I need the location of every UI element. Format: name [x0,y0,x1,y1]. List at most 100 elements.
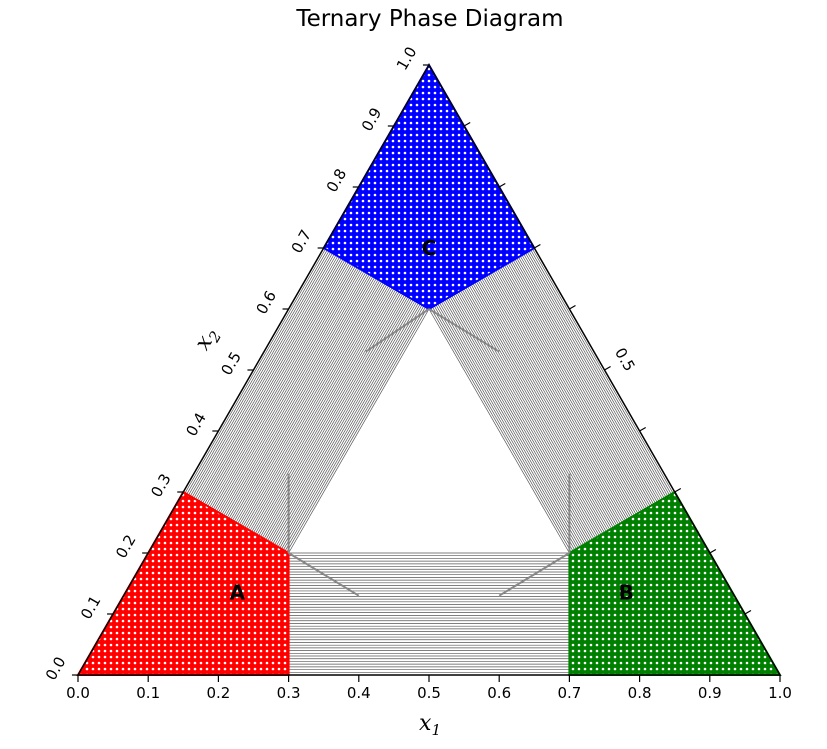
tie-line [484,276,626,521]
tie-line [274,300,416,546]
tie-line [218,268,360,513]
tie-line [286,307,428,553]
tie-line [190,251,332,497]
tie-line [462,289,604,534]
tie-line [493,271,635,516]
tie-line [455,293,597,538]
tie-line [479,279,621,524]
tie-line [497,269,639,514]
tie-line [233,277,375,522]
tie-line [476,281,618,526]
tie-line [528,250,670,496]
left-tick-label: 0.6 [253,288,281,318]
tie-line [219,269,361,514]
tie-line [261,293,403,538]
tie-lines [182,247,676,676]
left-tick-label: 0.3 [147,471,175,501]
tie-line [440,301,582,547]
tie-line [235,278,377,523]
tie-line [442,300,584,546]
bottom-tick-label: 0.3 [277,684,301,702]
tie-line [279,303,421,549]
bottom-tick-label: 0.9 [698,684,722,702]
tie-line [465,287,607,532]
tie-line [186,249,328,495]
tie-line [246,284,388,529]
tie-line [253,288,395,533]
diagram-title: Ternary Phase Diagram [296,6,564,32]
tie-line [477,280,619,525]
tie-line [453,294,595,539]
left-tick-label: 0.2 [112,532,140,562]
right-tick [639,426,646,432]
tie-line [523,253,665,499]
x2-axis-label: x2 [190,323,225,356]
tie-line [200,257,342,503]
right-tick [744,609,752,615]
tie-line [444,299,586,545]
tie-line [260,292,402,537]
tie-line [470,284,612,529]
tie-line [237,279,379,524]
tie-line [500,267,642,512]
right-tick [569,304,576,310]
region-a [76,490,290,676]
tie-line [504,265,646,510]
tie-line [469,285,611,530]
guide-lines [287,308,571,597]
tie-line [439,302,581,548]
tie-line [277,302,419,548]
tie-line [202,259,344,504]
tie-line [505,264,647,509]
tie-line [516,257,658,503]
tie-line [467,286,609,531]
tie-line [511,261,653,506]
bottom-tick-label: 0.7 [557,684,581,702]
left-tick-label: 0.9 [358,105,386,135]
tie-line [507,263,649,508]
region-labels: A B C [230,236,634,605]
tie-line [526,251,668,497]
tie-line [211,264,353,509]
tie-line [216,267,358,512]
tie-line [212,265,354,510]
tie-line [197,255,339,501]
tie-line [446,298,588,544]
tie-line [281,304,423,550]
tie-line [512,260,654,505]
tie-line [267,296,409,541]
tie-line [242,282,384,527]
right-tick [534,243,541,249]
region-b [568,490,782,676]
tie-line [483,277,625,522]
tie-line [460,290,602,535]
tie-line [272,299,414,545]
tie-line [263,294,405,539]
tie-line [254,289,396,534]
tie-line [225,272,367,517]
tie-line [193,253,335,499]
tie-line [214,266,356,511]
tie-line [205,261,347,506]
right-tick-label: 0.5 [611,345,639,375]
tie-line [430,307,572,553]
bottom-tick-label: 0.8 [628,684,652,702]
tie-line [437,303,579,549]
tie-line [195,254,337,500]
tie-line [228,274,370,519]
tie-line [251,287,393,532]
left-tick-label: 0.8 [323,166,351,196]
tie-line [232,276,374,521]
tie-line [283,305,425,551]
tie-line [509,262,651,507]
tie-line [458,291,600,536]
bottom-tick-label: 0.6 [487,684,511,702]
tie-line [207,262,349,507]
tie-line [530,249,672,495]
tie-line [249,286,391,531]
tie-line [488,274,630,519]
tie-line [519,255,661,501]
tie-line [498,268,640,513]
